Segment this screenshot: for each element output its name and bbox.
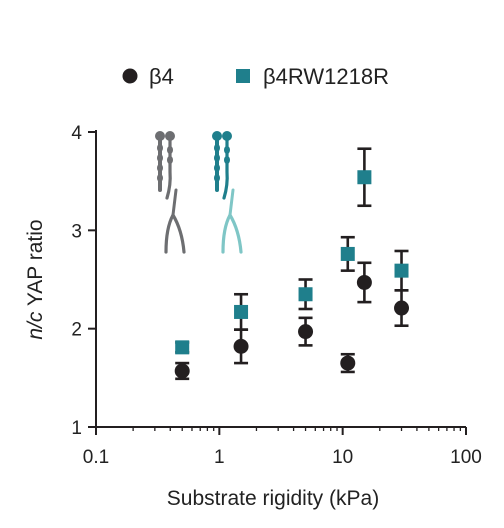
x-axis-title: Substrate rigidity (kPa) [167, 487, 379, 510]
integrin-bead [157, 164, 163, 172]
x-tick-label: 100 [450, 447, 482, 468]
y-tick-label: 2 [71, 320, 82, 341]
integrin-bead [167, 146, 173, 154]
integrin-bead [224, 156, 230, 164]
integrin-bead [214, 164, 220, 172]
integrin-head [222, 131, 232, 141]
integrin-bead [214, 174, 220, 182]
integrin-bead [157, 144, 163, 152]
integrin-bead [224, 146, 230, 154]
x-tick-label: 0.1 [83, 447, 109, 468]
integrin-bead [214, 154, 220, 162]
x-tick-label: 1 [214, 447, 225, 468]
integrin-bent-leg [221, 211, 243, 254]
data-point [340, 355, 356, 371]
integrin-head [155, 131, 165, 141]
integrin-head [165, 131, 175, 141]
y-axis-title-rest: YAP ratio [24, 219, 47, 311]
integrin-illustrations [155, 131, 243, 254]
integrin-bead [157, 154, 163, 162]
series-1 [174, 261, 410, 381]
legend-marker [122, 68, 138, 84]
integrin-bead [214, 144, 220, 152]
integrin-leg [165, 138, 172, 200]
legend-marker [236, 69, 250, 83]
data-marks [174, 147, 410, 381]
data-point [394, 300, 410, 316]
y-axis-title-italic: n/c [24, 311, 47, 340]
y-tick-label: 1 [71, 418, 82, 439]
data-point [357, 170, 372, 185]
y-tick-label: 3 [71, 221, 82, 242]
series-2 [175, 147, 409, 355]
data-point [298, 324, 314, 340]
integrin-mutant-illustration [212, 131, 243, 254]
x-tick-label: 10 [332, 447, 353, 468]
data-point [394, 263, 409, 278]
y-axis-title: n/c YAP ratio [24, 219, 47, 339]
integrin-bent-stalk [228, 188, 235, 217]
data-point [233, 338, 249, 354]
data-point [174, 363, 190, 379]
legend: β4 β4RW1218R [122, 64, 389, 89]
integrin-bent-stalk [171, 188, 178, 217]
legend-label: β4RW1218R [263, 64, 389, 89]
integrin-head [212, 131, 222, 141]
y-tick-label: 4 [71, 123, 82, 144]
data-point [356, 274, 372, 290]
data-point [298, 287, 313, 302]
integrin-bead [167, 156, 173, 164]
data-point [175, 340, 190, 355]
legend-label: β4 [149, 64, 174, 89]
integrin-leg [222, 138, 229, 200]
integrin-wildtype-illustration [155, 131, 186, 254]
data-point [340, 246, 355, 261]
integrin-bead [157, 174, 163, 182]
integrin-bent-leg [164, 211, 186, 254]
data-point [234, 304, 249, 319]
